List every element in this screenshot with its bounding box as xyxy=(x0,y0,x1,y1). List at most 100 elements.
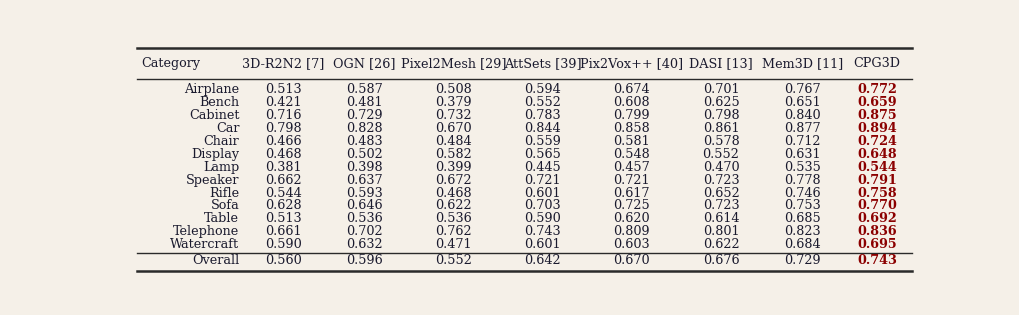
Text: Cabinet: Cabinet xyxy=(189,109,239,122)
Text: 0.721: 0.721 xyxy=(524,174,560,186)
Text: 0.732: 0.732 xyxy=(435,109,471,122)
Text: 0.670: 0.670 xyxy=(435,122,471,135)
Text: 0.468: 0.468 xyxy=(435,186,471,199)
Text: 0.702: 0.702 xyxy=(345,226,382,238)
Text: 0.753: 0.753 xyxy=(783,199,819,213)
Text: Pixel2Mesh [29]: Pixel2Mesh [29] xyxy=(400,57,505,70)
Text: 0.622: 0.622 xyxy=(702,238,739,251)
Text: 0.536: 0.536 xyxy=(434,213,471,226)
Text: 0.875: 0.875 xyxy=(857,109,896,122)
Text: 0.398: 0.398 xyxy=(345,161,382,174)
Text: 0.758: 0.758 xyxy=(857,186,896,199)
Text: OGN [26]: OGN [26] xyxy=(332,57,395,70)
Text: Chair: Chair xyxy=(204,135,239,148)
Text: 0.823: 0.823 xyxy=(783,226,819,238)
Text: 0.614: 0.614 xyxy=(702,213,739,226)
Text: 0.632: 0.632 xyxy=(345,238,382,251)
Text: Overall: Overall xyxy=(192,254,239,267)
Text: 0.603: 0.603 xyxy=(612,238,649,251)
Text: 0.836: 0.836 xyxy=(857,226,896,238)
Text: 0.552: 0.552 xyxy=(524,96,560,109)
Text: 3D-R2N2 [7]: 3D-R2N2 [7] xyxy=(242,57,324,70)
Text: 0.723: 0.723 xyxy=(702,174,739,186)
Text: 0.729: 0.729 xyxy=(345,109,382,122)
Text: 0.662: 0.662 xyxy=(264,174,301,186)
Text: Table: Table xyxy=(204,213,239,226)
Text: 0.684: 0.684 xyxy=(783,238,819,251)
Text: 0.746: 0.746 xyxy=(783,186,819,199)
Text: 0.659: 0.659 xyxy=(857,96,896,109)
Text: 0.582: 0.582 xyxy=(434,147,471,161)
Text: 0.622: 0.622 xyxy=(435,199,471,213)
Text: 0.894: 0.894 xyxy=(857,122,896,135)
Text: 0.596: 0.596 xyxy=(345,254,382,267)
Text: 0.729: 0.729 xyxy=(783,254,819,267)
Text: 0.590: 0.590 xyxy=(264,238,301,251)
Text: 0.581: 0.581 xyxy=(612,135,649,148)
Text: 0.399: 0.399 xyxy=(435,161,471,174)
Text: 0.877: 0.877 xyxy=(783,122,819,135)
Text: 0.692: 0.692 xyxy=(857,213,896,226)
Text: 0.601: 0.601 xyxy=(524,186,560,199)
Text: 0.798: 0.798 xyxy=(264,122,301,135)
Text: Display: Display xyxy=(191,147,239,161)
Text: 0.672: 0.672 xyxy=(435,174,471,186)
Text: 0.695: 0.695 xyxy=(857,238,896,251)
Text: 0.712: 0.712 xyxy=(784,135,819,148)
Text: Airplane: Airplane xyxy=(184,83,239,96)
Text: 0.513: 0.513 xyxy=(264,213,301,226)
Text: 0.590: 0.590 xyxy=(524,213,560,226)
Text: 0.565: 0.565 xyxy=(524,147,560,161)
Text: 0.535: 0.535 xyxy=(783,161,820,174)
Text: 0.466: 0.466 xyxy=(264,135,301,148)
Text: 0.483: 0.483 xyxy=(345,135,382,148)
Text: 0.652: 0.652 xyxy=(702,186,739,199)
Text: 0.770: 0.770 xyxy=(856,199,897,213)
Text: 0.484: 0.484 xyxy=(435,135,471,148)
Text: 0.772: 0.772 xyxy=(856,83,897,96)
Text: 0.508: 0.508 xyxy=(434,83,471,96)
Text: 0.783: 0.783 xyxy=(524,109,560,122)
Text: 0.593: 0.593 xyxy=(345,186,382,199)
Text: 0.601: 0.601 xyxy=(524,238,560,251)
Text: 0.502: 0.502 xyxy=(345,147,382,161)
Text: 0.625: 0.625 xyxy=(702,96,739,109)
Text: 0.628: 0.628 xyxy=(264,199,301,213)
Text: 0.631: 0.631 xyxy=(784,147,819,161)
Text: 0.513: 0.513 xyxy=(264,83,301,96)
Text: 0.559: 0.559 xyxy=(524,135,560,148)
Text: 0.587: 0.587 xyxy=(345,83,382,96)
Text: 0.858: 0.858 xyxy=(612,122,649,135)
Text: 0.725: 0.725 xyxy=(612,199,649,213)
Text: Speaker: Speaker xyxy=(185,174,239,186)
Text: 0.701: 0.701 xyxy=(702,83,739,96)
Text: 0.544: 0.544 xyxy=(857,161,896,174)
Text: 0.620: 0.620 xyxy=(612,213,649,226)
Text: 0.651: 0.651 xyxy=(783,96,819,109)
Text: 0.723: 0.723 xyxy=(702,199,739,213)
Text: 0.608: 0.608 xyxy=(612,96,649,109)
Text: 0.481: 0.481 xyxy=(345,96,382,109)
Text: 0.670: 0.670 xyxy=(612,254,649,267)
Text: DASI [13]: DASI [13] xyxy=(689,57,752,70)
Text: 0.828: 0.828 xyxy=(345,122,382,135)
Text: Category: Category xyxy=(141,57,200,70)
Text: Pix2Vox++ [40]: Pix2Vox++ [40] xyxy=(580,57,683,70)
Text: 0.721: 0.721 xyxy=(613,174,649,186)
Text: 0.457: 0.457 xyxy=(612,161,649,174)
Text: 0.379: 0.379 xyxy=(435,96,471,109)
Text: 0.676: 0.676 xyxy=(702,254,739,267)
Text: 0.552: 0.552 xyxy=(434,254,472,267)
Text: 0.552: 0.552 xyxy=(702,147,739,161)
Text: 0.801: 0.801 xyxy=(702,226,739,238)
Text: 0.809: 0.809 xyxy=(612,226,649,238)
Text: 0.578: 0.578 xyxy=(702,135,739,148)
Text: 0.421: 0.421 xyxy=(265,96,301,109)
Text: Bench: Bench xyxy=(199,96,239,109)
Text: 0.762: 0.762 xyxy=(435,226,471,238)
Text: 0.468: 0.468 xyxy=(264,147,301,161)
Text: 0.381: 0.381 xyxy=(265,161,301,174)
Text: 0.798: 0.798 xyxy=(702,109,739,122)
Text: 0.536: 0.536 xyxy=(345,213,382,226)
Text: 0.471: 0.471 xyxy=(435,238,471,251)
